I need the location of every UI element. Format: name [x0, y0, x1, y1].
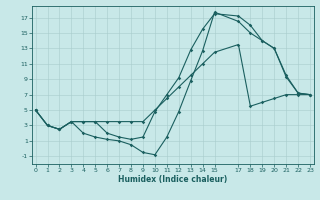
X-axis label: Humidex (Indice chaleur): Humidex (Indice chaleur): [118, 175, 228, 184]
